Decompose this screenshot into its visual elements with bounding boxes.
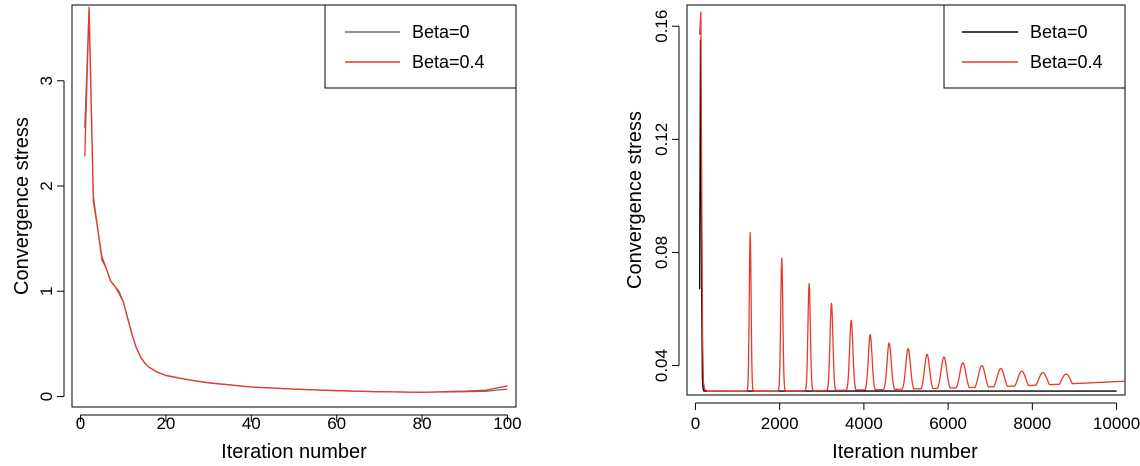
right-x-tick-label: 8000 bbox=[1013, 414, 1051, 433]
left-legend-label-beta04: Beta=0.4 bbox=[412, 52, 485, 72]
right-legend-label-beta04: Beta=0.4 bbox=[1030, 52, 1103, 72]
left-x-tick-label: 80 bbox=[413, 414, 432, 433]
left-y-tick-label: 0 bbox=[37, 392, 56, 401]
left-x-tick-label: 100 bbox=[493, 414, 521, 433]
right-y-tick-label: 0.12 bbox=[652, 123, 671, 156]
left-x-tick-label: 20 bbox=[156, 414, 175, 433]
left-series-group bbox=[84, 6, 508, 393]
right-series-line-beta0 bbox=[698, 39, 1117, 392]
left-tick-group: 0 20 40 60 80 100 0 1 2 3 bbox=[37, 76, 522, 433]
right-x-tick-label: 2000 bbox=[761, 414, 799, 433]
right-legend-box bbox=[943, 4, 1126, 89]
right-series-group bbox=[698, 11, 1126, 392]
left-plot-frame bbox=[71, 4, 517, 408]
right-y-tick-label: 0.08 bbox=[652, 236, 671, 269]
right-chart: 0 2000 4000 6000 8000 10000 0.04 0.08 0.12 0.16 I… bbox=[624, 4, 1140, 463]
left-x-tick-label: 40 bbox=[242, 414, 261, 433]
left-legend-label-beta0: Beta=0 bbox=[412, 22, 470, 42]
left-legend-box bbox=[324, 4, 517, 89]
left-y-tick-label: 3 bbox=[37, 76, 56, 85]
right-legend-label-beta0: Beta=0 bbox=[1030, 22, 1088, 42]
right-y-tick-label: 0.16 bbox=[652, 10, 671, 43]
right-x-tick-label: 4000 bbox=[845, 414, 883, 433]
left-x-tick-label: 60 bbox=[327, 414, 346, 433]
right-series-line-beta04 bbox=[698, 11, 1126, 392]
left-legend: Beta=0 Beta=0.4 bbox=[324, 4, 517, 89]
left-chart: 0 20 40 60 80 100 0 1 2 3 Iteration number Conver… bbox=[11, 4, 522, 463]
left-y-tick-label: 1 bbox=[37, 287, 56, 296]
right-x-tick-label: 0 bbox=[691, 414, 700, 433]
right-y-axis-title: Convergence stress bbox=[624, 111, 646, 289]
left-y-axis-title: Convergence stress bbox=[11, 117, 33, 295]
left-x-axis-title: Iteration number bbox=[221, 441, 367, 463]
left-x-tick-label: 0 bbox=[76, 414, 85, 433]
right-y-tick-label: 0.04 bbox=[652, 349, 671, 382]
right-x-tick-label: 6000 bbox=[929, 414, 967, 433]
right-tick-group: 0 2000 4000 6000 8000 10000 0.04 0.08 0.12 0.16 bbox=[652, 10, 1140, 433]
left-y-tick-label: 2 bbox=[37, 181, 56, 190]
right-plot-frame bbox=[686, 4, 1126, 396]
right-x-tick-label: 10000 bbox=[1093, 414, 1140, 433]
right-legend: Beta=0 Beta=0.4 bbox=[943, 4, 1126, 89]
left-series-line-beta04 bbox=[84, 6, 508, 393]
right-x-axis-title: Iteration number bbox=[832, 441, 978, 463]
